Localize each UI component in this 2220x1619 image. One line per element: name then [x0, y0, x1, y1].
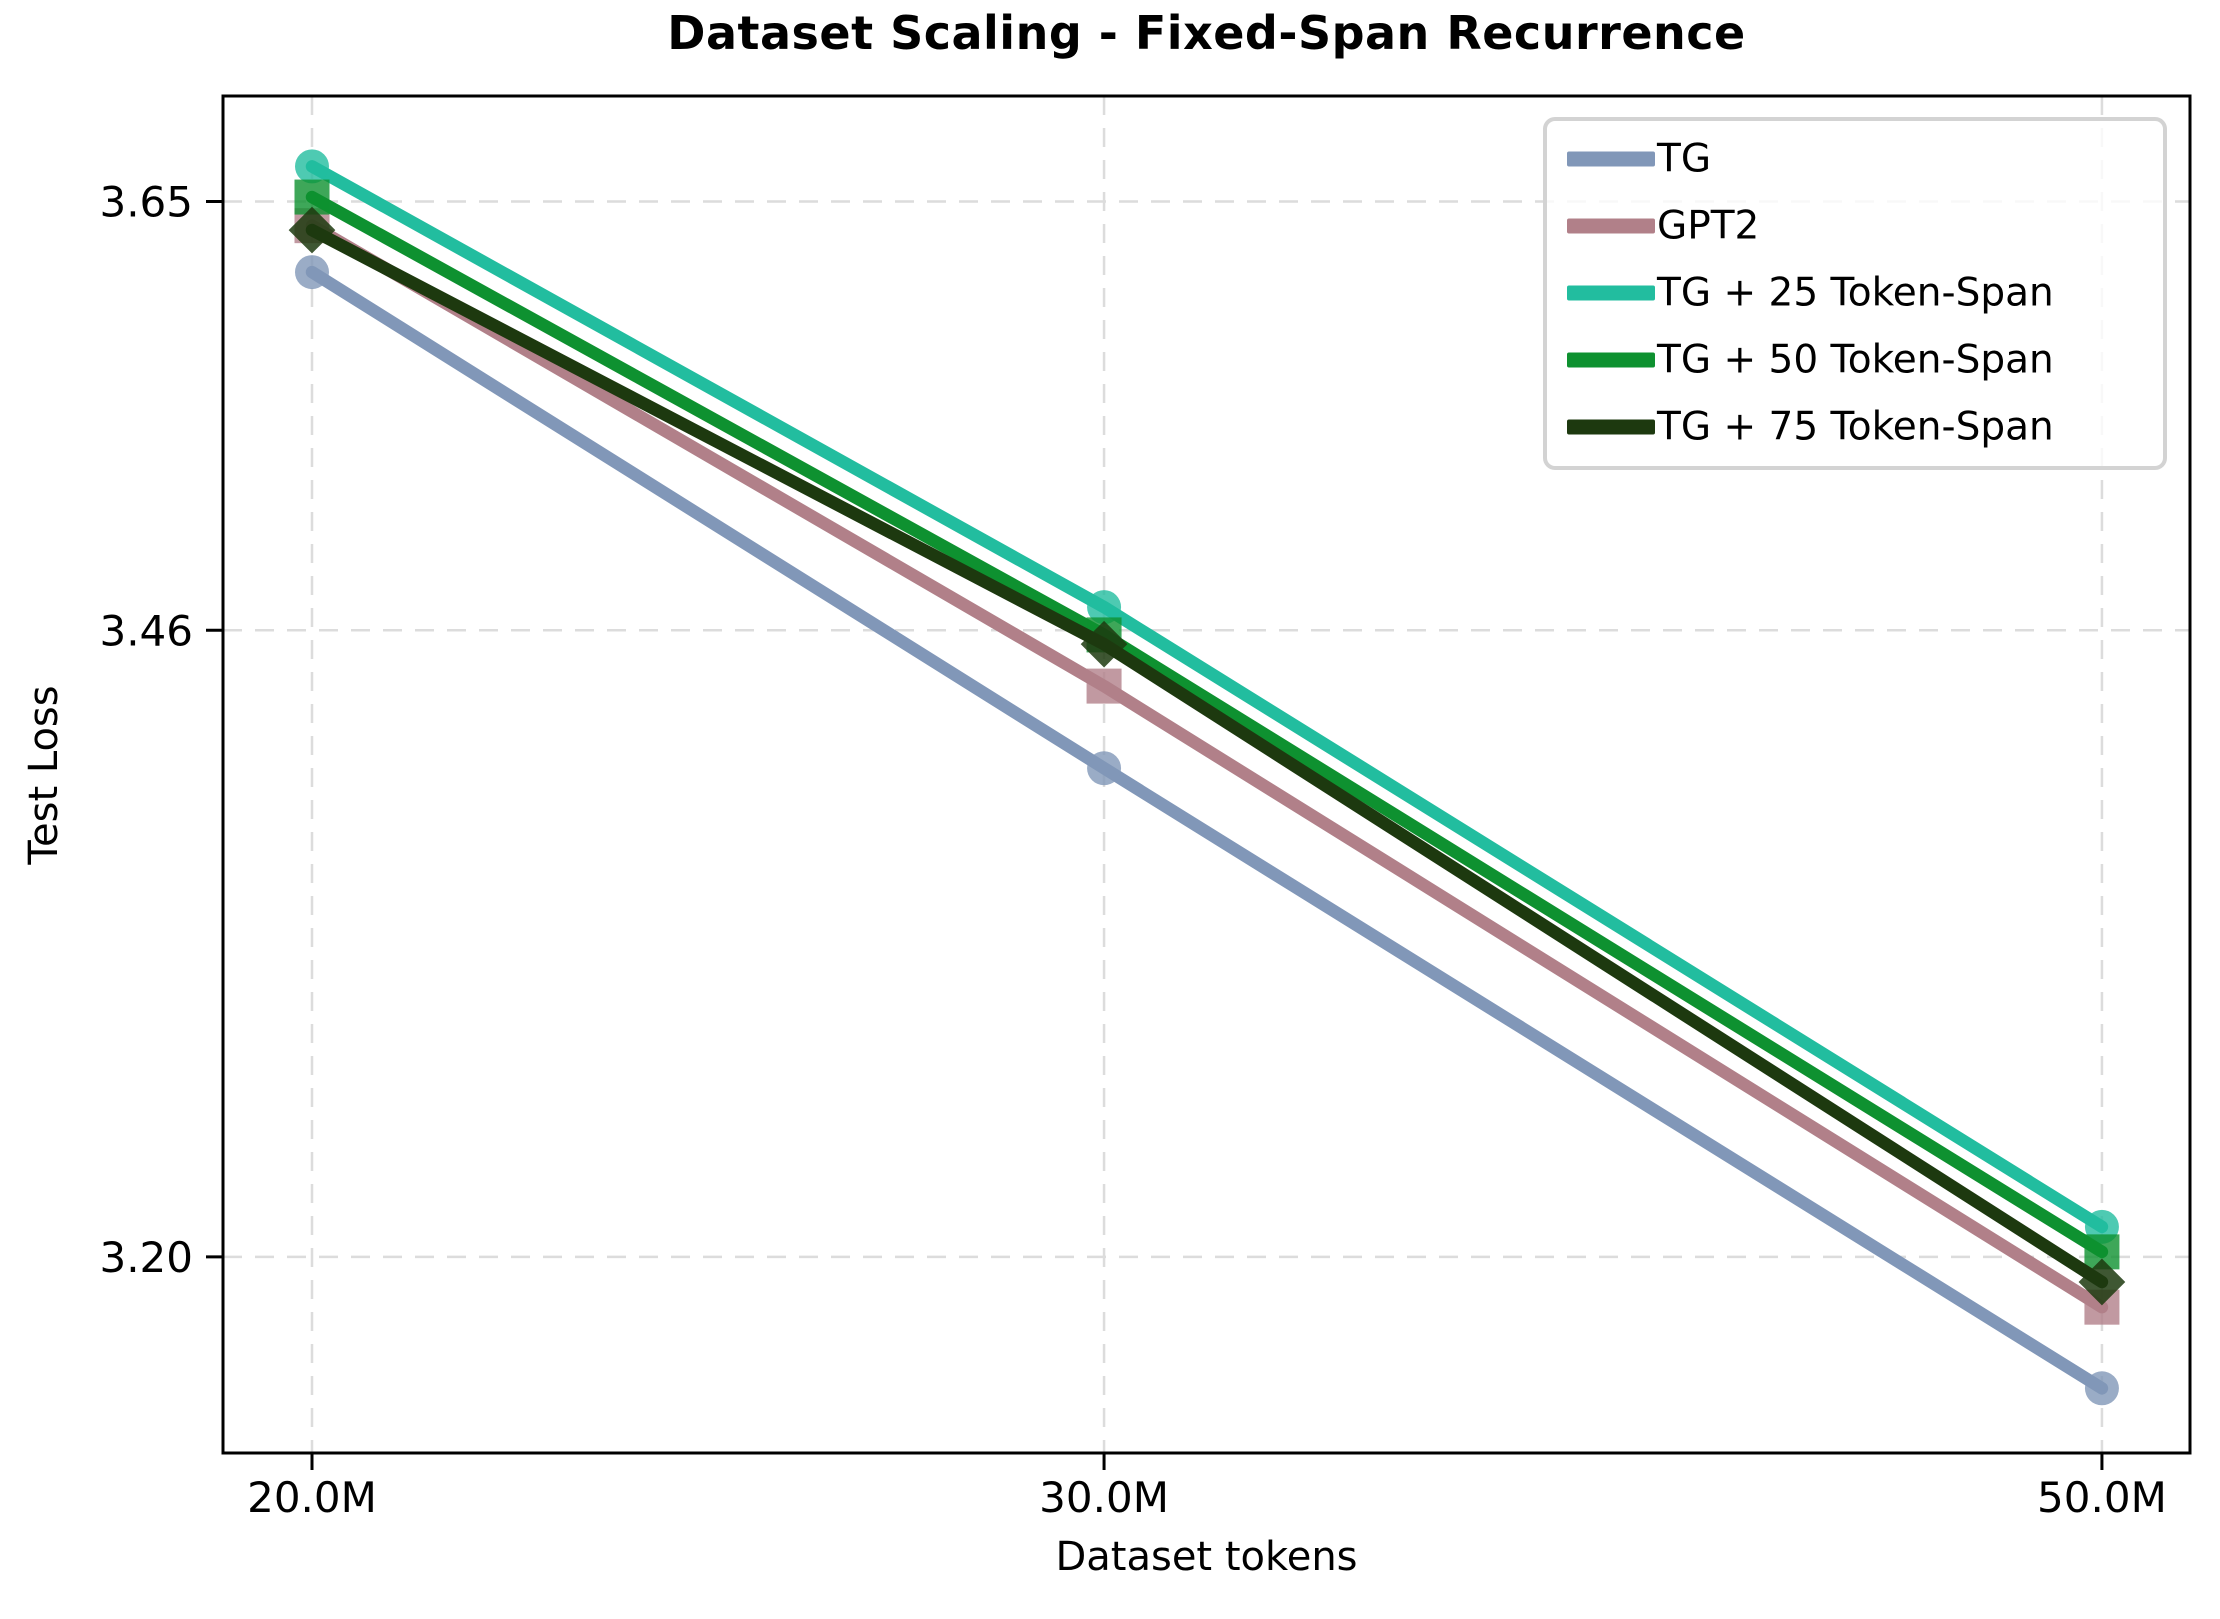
legend-swatch-tg-50-token-span: [1567, 352, 1655, 368]
marker-tg-25-token-span-1: [1087, 590, 1122, 625]
marker-tg-2: [2084, 1371, 2119, 1406]
legend-swatch-gpt2: [1567, 218, 1655, 234]
legend-swatch-tg-25-token-span: [1567, 285, 1655, 301]
marker-tg-75-token-span-1: [1080, 620, 1128, 668]
legend-item-tg-75-token-span: TG + 75 Token-Span: [1547, 404, 2163, 450]
y-tick-label-2: 3.20: [99, 1233, 193, 1282]
legend-item-tg-50-token-span: TG + 50 Token-Span: [1547, 337, 2163, 383]
legend-label-tg: TG: [1657, 136, 1712, 182]
legend: TG GPT2 TG + 25 Token-Span TG + 50 Token-Sp…: [1543, 117, 2167, 470]
x-tick-label-0: 20.0M: [247, 1473, 377, 1522]
legend-label-tg-75-token-span: TG + 75 Token-Span: [1657, 404, 2054, 450]
axes-border: [221, 94, 2192, 1455]
marker-tg-75-token-span-0: [288, 206, 336, 254]
marker-tg-0: [295, 255, 329, 290]
legend-item-gpt2: GPT2: [1547, 203, 2163, 249]
legend-item-tg: TG: [1547, 136, 2163, 182]
chart-title: Dataset Scaling - Fixed-Span Recurrence: [667, 6, 1746, 60]
x-axis-label: Dataset tokens: [1055, 1534, 1358, 1580]
marker-tg-75-token-span-2: [2078, 1258, 2126, 1306]
marker-gpt2-1: [1086, 668, 1122, 704]
y-tick-label-0: 3.65: [99, 177, 193, 226]
legend-label-tg-50-token-span: TG + 50 Token-Span: [1657, 337, 2054, 383]
legend-item-tg-25-token-span: TG + 25 Token-Span: [1547, 270, 2163, 316]
legend-label-gpt2: GPT2: [1657, 203, 1760, 249]
legend-label-tg-25-token-span: TG + 25 Token-Span: [1657, 270, 2054, 316]
marker-tg-1: [1087, 751, 1122, 786]
legend-swatch-tg-75-token-span: [1567, 419, 1655, 435]
x-tick-label-2: 50.0M: [2037, 1473, 2167, 1522]
marker-tg-25-token-span-0: [295, 149, 329, 184]
legend-swatch-tg: [1567, 151, 1655, 167]
y-axis-label: Test Loss: [21, 685, 67, 865]
y-tick-label-1: 3.46: [99, 606, 193, 655]
x-tick-label-1: 30.0M: [1039, 1473, 1169, 1522]
